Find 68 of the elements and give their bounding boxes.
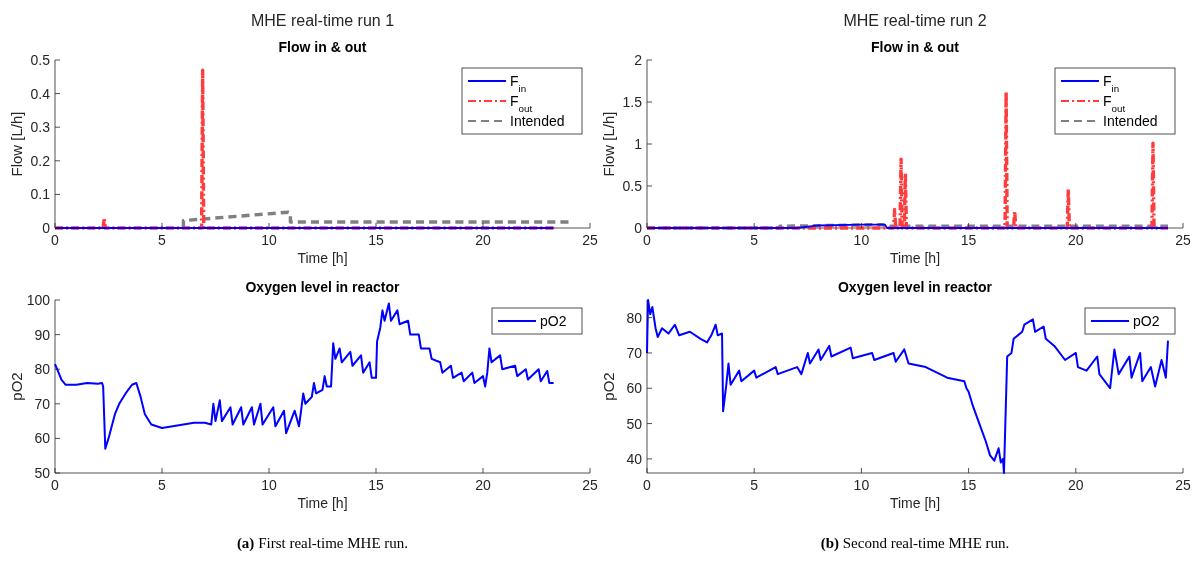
y-tick-label: 60 bbox=[626, 380, 643, 397]
line-series bbox=[645, 90, 1170, 230]
y-tick-label: 70 bbox=[626, 344, 643, 361]
text: (a) First real-time MHE run. bbox=[236, 535, 409, 552]
chart-title: Oxygen level in reactor bbox=[837, 279, 993, 295]
x-tick-label: 10 bbox=[853, 477, 870, 493]
y-tick-label: 40 bbox=[626, 450, 643, 467]
x-axis-title: Time [h] bbox=[889, 495, 941, 511]
y-tick-label: 0 bbox=[634, 220, 643, 236]
x-tick-label: 10 bbox=[261, 477, 277, 493]
legend-label: F$_{in}$ bbox=[1103, 73, 1120, 94]
y-axis-title: Flow [L/h] bbox=[8, 111, 25, 177]
x-tick-label: 25 bbox=[582, 477, 598, 493]
y-axis-title: Flow [L/h] bbox=[600, 111, 617, 177]
y-tick-label: 0.1 bbox=[30, 186, 51, 203]
chart-title: Oxygen level in reactor bbox=[245, 279, 401, 295]
x-tick-label: 5 bbox=[158, 477, 167, 493]
x-tick-label: 5 bbox=[750, 232, 759, 248]
x-axis-title: Time [h] bbox=[297, 495, 348, 511]
y-tick-label: 80 bbox=[34, 361, 51, 378]
line-series bbox=[646, 299, 1169, 474]
legend-label: F$_{in}$ bbox=[510, 73, 527, 94]
y-tick-label: 50 bbox=[626, 415, 643, 432]
legend-label: Intended bbox=[1103, 113, 1158, 129]
y-tick-label: 100 bbox=[26, 292, 51, 308]
legend-label: pO2 bbox=[540, 313, 567, 329]
chart-title: Flow in & out bbox=[871, 39, 960, 55]
x-tick-label: 15 bbox=[960, 477, 977, 493]
x-tick-label: 20 bbox=[475, 232, 491, 248]
legend-label: F$_{out}$ bbox=[1103, 93, 1126, 114]
y-tick-label: 0.3 bbox=[30, 119, 51, 136]
y-tick-label: 90 bbox=[34, 326, 51, 343]
y-tick-label: 0 bbox=[42, 220, 51, 236]
y-tick-label: 0.5 bbox=[622, 178, 643, 194]
y-tick-label: 1.5 bbox=[622, 94, 643, 110]
x-tick-label: 15 bbox=[368, 477, 384, 493]
y-tick-label: 2 bbox=[634, 52, 643, 68]
x-tick-label: 5 bbox=[158, 232, 167, 248]
x-tick-label: 20 bbox=[1068, 477, 1084, 493]
y-tick-label: 0.2 bbox=[30, 152, 51, 169]
x-tick-label: 20 bbox=[475, 477, 491, 493]
legend-label: pO2 bbox=[1133, 313, 1160, 329]
x-tick-label: 25 bbox=[1175, 232, 1191, 248]
x-tick-label: 25 bbox=[1175, 477, 1191, 493]
legend-label: F$_{out}$ bbox=[510, 93, 533, 114]
y-axis-title: pO2 bbox=[600, 372, 617, 401]
text: MHE real-time run 2 bbox=[843, 12, 987, 29]
x-tick-label: 15 bbox=[368, 232, 384, 248]
x-tick-label: 15 bbox=[960, 232, 977, 248]
x-axis-title: Time [h] bbox=[297, 250, 348, 266]
y-tick-label: 60 bbox=[34, 430, 51, 447]
x-tick-label: 10 bbox=[261, 232, 277, 248]
y-axis-title: pO2 bbox=[8, 372, 25, 401]
y-tick-label: 80 bbox=[626, 309, 643, 326]
chart-title: Flow in & out bbox=[278, 39, 367, 55]
y-tick-label: 0.4 bbox=[30, 85, 51, 102]
legend-label: Intended bbox=[510, 113, 565, 129]
x-tick-label: 10 bbox=[853, 232, 870, 248]
x-tick-label: 20 bbox=[1068, 232, 1084, 248]
text: MHE real-time run 1 bbox=[250, 12, 395, 29]
y-tick-label: 0.5 bbox=[30, 52, 51, 68]
x-tick-label: 25 bbox=[582, 232, 598, 248]
y-tick-label: 70 bbox=[34, 395, 51, 412]
x-tick-label: 5 bbox=[750, 477, 759, 493]
x-axis-title: Time [h] bbox=[889, 250, 941, 266]
y-tick-label: 50 bbox=[34, 465, 51, 481]
y-tick-label: 1 bbox=[634, 136, 643, 152]
text: (b) Second real-time MHE run. bbox=[820, 535, 1010, 552]
